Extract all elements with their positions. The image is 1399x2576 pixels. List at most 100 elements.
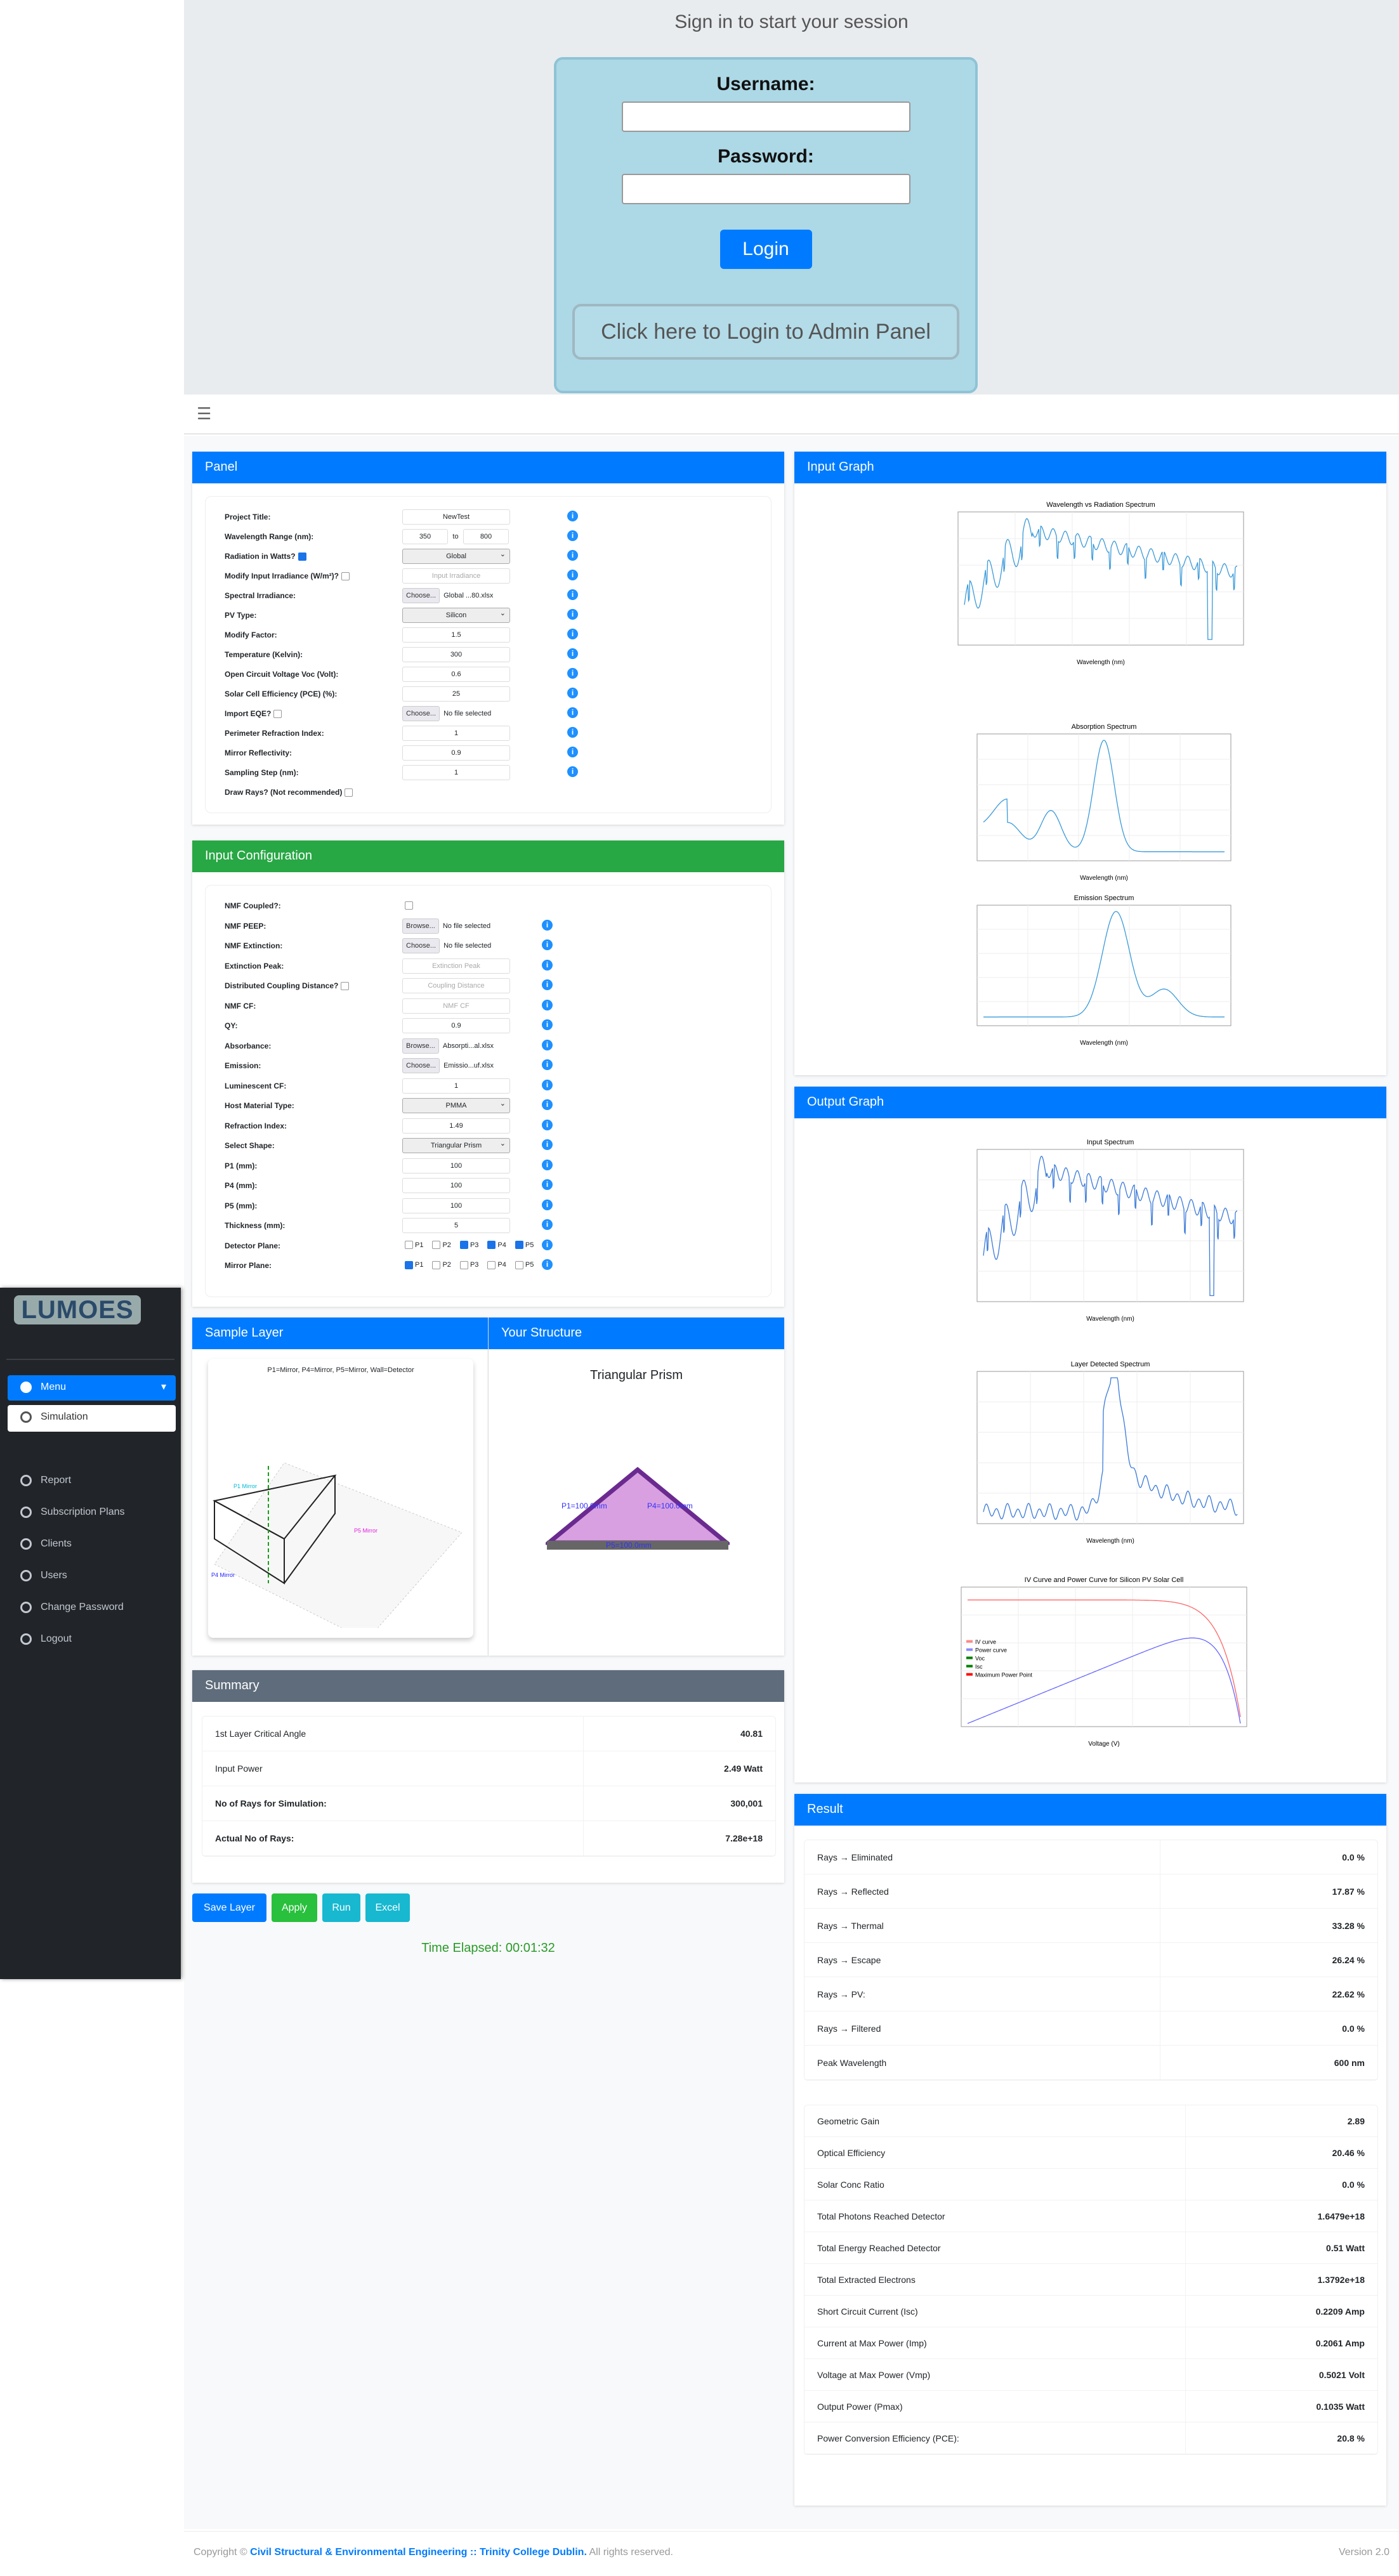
field-input[interactable]: 0.9 [402,1018,510,1033]
info-icon[interactable]: i [567,609,578,620]
info-icon[interactable]: i [567,648,578,659]
info-icon[interactable]: i [567,511,578,521]
file-input[interactable]: Choose... No file selected [402,938,510,953]
field-checkbox[interactable] [341,982,350,991]
field-input[interactable]: 1 [402,726,510,741]
choose-file-button[interactable]: Browse... [402,918,439,934]
admin-login-button[interactable]: Click here to Login to Admin Panel [572,304,959,360]
plane-checkbox[interactable] [487,1241,496,1250]
field-input[interactable]: 100 [402,1178,510,1193]
info-icon[interactable]: i [567,766,578,777]
info-icon[interactable]: i [567,550,578,561]
plane-checkbox[interactable] [459,1260,468,1269]
field-input[interactable]: 0.6 [402,667,510,682]
choose-file-button[interactable]: Choose... [402,706,440,721]
plane-checkbox[interactable] [459,1241,468,1250]
range-from-input[interactable]: 350 [402,529,448,544]
plane-checkbox[interactable] [515,1241,523,1250]
choose-file-button[interactable]: Choose... [402,588,440,603]
field-checkbox[interactable] [298,552,306,561]
plane-checkbox[interactable] [405,1241,413,1250]
field-input[interactable]: Extinction Peak [402,958,510,974]
info-icon[interactable]: i [567,570,578,580]
sidebar-item-menu[interactable]: Menu ▾ [8,1375,176,1401]
plane-checkbox[interactable] [487,1260,496,1269]
file-input[interactable]: Choose... Global ...80.xlsx [402,588,510,603]
field-checkbox[interactable] [341,572,350,581]
field-input[interactable]: 0.9 [402,745,510,761]
range-to-input[interactable]: 800 [463,529,509,544]
info-icon[interactable]: i [567,668,578,679]
info-icon[interactable]: i [542,1159,553,1170]
field-select[interactable]: PMMA ⌄ [402,1098,510,1113]
field-select[interactable]: Global ⌄ [402,549,510,564]
field-input[interactable]: 1 [402,1078,510,1094]
hamburger-icon[interactable]: ☰ [197,404,212,423]
sidebar-item-logout[interactable]: Logout [8,1627,176,1652]
info-icon[interactable]: i [567,747,578,757]
info-icon[interactable]: i [567,727,578,738]
info-icon[interactable]: i [542,1139,553,1150]
field-input[interactable]: 1.49 [402,1118,510,1134]
choose-file-button[interactable]: Choose... [402,938,440,953]
field-select[interactable]: Silicon ⌄ [402,608,510,623]
info-icon[interactable]: i [542,999,553,1010]
field-input[interactable]: 100 [402,1198,510,1213]
info-icon[interactable]: i [542,1079,553,1090]
info-icon[interactable]: i [542,979,553,990]
field-input[interactable]: 100 [402,1158,510,1174]
footer-link[interactable]: Civil Structural & Environmental Enginee… [250,2547,587,2558]
field-input[interactable]: 25 [402,686,510,702]
field-input[interactable]: NewTest [402,509,510,525]
info-icon[interactable]: i [567,589,578,600]
file-input[interactable]: Browse... Absorpti...al.xlsx [402,1038,510,1054]
sidebar-item-users[interactable]: Users [8,1564,176,1589]
sidebar-item-change-password[interactable]: Change Password [8,1595,176,1621]
login-button[interactable]: Login [719,230,812,269]
field-input[interactable]: Input Irradiance [402,568,510,584]
field-checkbox[interactable] [273,710,282,719]
file-input[interactable]: Choose... No file selected [402,706,510,721]
field-input[interactable]: 300 [402,647,510,662]
info-icon[interactable]: i [542,919,553,931]
plane-checkbox[interactable] [515,1260,523,1269]
field-select[interactable]: Triangular Prism ⌄ [402,1138,510,1153]
info-icon[interactable]: i [542,1039,553,1050]
info-icon[interactable]: i [542,1219,553,1230]
field-checkbox[interactable] [405,901,413,910]
plane-checkbox[interactable] [432,1260,441,1269]
plane-checkbox[interactable] [405,1260,413,1269]
file-input[interactable]: Browse... No file selected [402,918,510,934]
info-icon[interactable]: i [542,959,553,971]
info-icon[interactable]: i [542,1019,553,1030]
info-icon[interactable]: i [542,1119,553,1130]
info-icon[interactable]: i [542,1179,553,1190]
info-icon[interactable]: i [567,530,578,541]
field-input[interactable]: NMF CF [402,998,510,1014]
info-icon[interactable]: i [542,1099,553,1110]
run-button[interactable]: Run [322,1893,360,1922]
username-input[interactable] [621,101,910,132]
field-input[interactable]: Coupling Distance [402,978,510,993]
choose-file-button[interactable]: Choose... [402,1058,440,1073]
save-layer-button[interactable]: Save Layer [192,1893,266,1922]
sidebar-item-report[interactable]: Report [8,1468,176,1494]
field-input[interactable]: 1.5 [402,627,510,643]
sidebar-item-subscription-plans[interactable]: Subscription Plans [8,1500,176,1526]
info-icon[interactable]: i [567,707,578,718]
password-input[interactable] [621,174,910,204]
file-input[interactable]: Choose... Emissio...uf.xlsx [402,1058,510,1073]
sidebar-item-clients[interactable]: Clients [8,1532,176,1557]
info-icon[interactable]: i [542,1259,553,1270]
info-icon[interactable]: i [542,1239,553,1250]
info-icon[interactable]: i [567,688,578,698]
field-checkbox[interactable] [345,788,353,797]
info-icon[interactable]: i [542,939,553,950]
info-icon[interactable]: i [567,629,578,639]
excel-button[interactable]: Excel [365,1893,410,1922]
plane-checkbox[interactable] [432,1241,441,1250]
apply-button[interactable]: Apply [272,1893,317,1922]
field-input[interactable]: 5 [402,1218,510,1233]
sidebar-item-simulation[interactable]: Simulation [8,1405,176,1432]
choose-file-button[interactable]: Browse... [402,1038,439,1054]
